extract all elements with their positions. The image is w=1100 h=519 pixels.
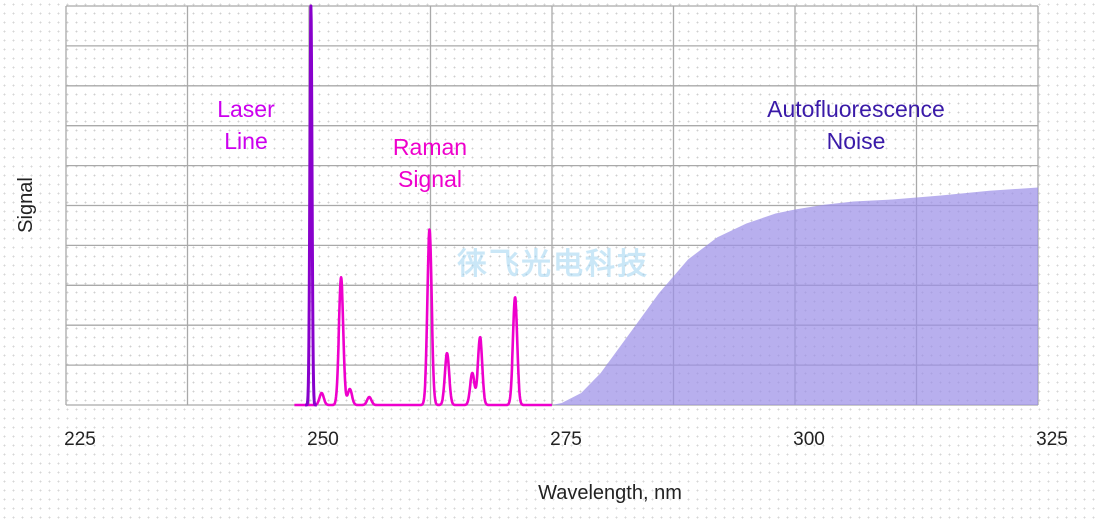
autofluorescence-area bbox=[552, 187, 1038, 405]
annotation-raman: Raman bbox=[393, 134, 467, 160]
annotation-laser: Laser bbox=[217, 96, 275, 122]
annotation-auto: Noise bbox=[827, 128, 886, 154]
x-tick-label: 275 bbox=[550, 429, 582, 450]
peaks-layer bbox=[293, 4, 553, 407]
x-ticks: 225 250 275 300 325 bbox=[64, 429, 1068, 450]
autofluorescence-layer bbox=[552, 187, 1038, 405]
annotation-raman: Signal bbox=[398, 166, 462, 192]
x-tick-label: 250 bbox=[307, 429, 339, 450]
raman-signal-line bbox=[293, 228, 553, 407]
x-tick-label: 225 bbox=[64, 429, 96, 450]
x-tick-label: 300 bbox=[793, 429, 825, 450]
y-axis-title: Signal bbox=[15, 177, 37, 233]
watermark: 徕飞光电科技 bbox=[457, 247, 649, 282]
x-tick-label: 325 bbox=[1036, 429, 1068, 450]
annotations: Laser Line Raman Signal Autofluorescence Nois… bbox=[217, 96, 945, 192]
x-axis-title: Wavelength, nm bbox=[538, 482, 682, 504]
annotation-auto: Autofluorescence bbox=[767, 96, 945, 122]
annotation-laser: Line bbox=[224, 128, 267, 154]
